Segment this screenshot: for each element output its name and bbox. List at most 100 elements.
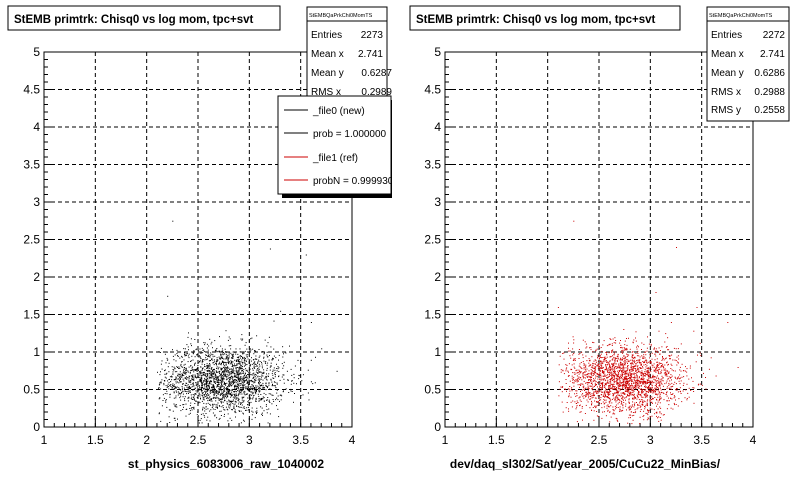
- data-point: [613, 371, 615, 372]
- data-point: [681, 401, 683, 403]
- data-point-outlier: [280, 310, 282, 312]
- data-point: [238, 368, 240, 370]
- data-point: [259, 365, 261, 367]
- data-point: [670, 397, 671, 399]
- data-point: [201, 422, 203, 424]
- data-point: [231, 393, 233, 395]
- data-point: [173, 386, 175, 388]
- data-point: [645, 393, 647, 395]
- data-point: [656, 377, 657, 379]
- data-point: [671, 354, 673, 356]
- scatter-points: [557, 220, 739, 425]
- data-point: [278, 354, 280, 356]
- data-point: [213, 390, 215, 392]
- data-point: [258, 349, 260, 350]
- data-point: [652, 382, 654, 384]
- data-point: [629, 370, 630, 372]
- data-point: [173, 369, 175, 371]
- data-point: [600, 387, 602, 389]
- data-point: [640, 405, 642, 407]
- data-point: [599, 368, 601, 370]
- data-point: [646, 350, 648, 352]
- data-point: [257, 393, 259, 395]
- data-point: [172, 355, 174, 357]
- data-point: [669, 355, 671, 357]
- data-point: [224, 368, 226, 370]
- data-point: [231, 384, 233, 386]
- data-point: [613, 397, 615, 399]
- data-point: [241, 370, 243, 371]
- data-point: [273, 320, 275, 322]
- data-point: [630, 367, 632, 369]
- data-point: [172, 369, 174, 370]
- data-point: [187, 400, 189, 402]
- data-point: [629, 374, 631, 376]
- data-point: [242, 366, 243, 368]
- data-point: [605, 415, 607, 417]
- data-point: [656, 412, 658, 414]
- data-point: [221, 402, 222, 404]
- data-point: [204, 364, 206, 366]
- data-point: [178, 387, 180, 389]
- stats-label-rms-x: RMS x: [711, 87, 741, 98]
- data-point: [238, 401, 240, 403]
- data-point: [221, 368, 223, 370]
- data-point: [223, 394, 225, 396]
- data-point: [247, 384, 249, 386]
- data-point: [187, 346, 189, 348]
- data-point: [635, 385, 637, 387]
- data-point: [232, 381, 234, 383]
- data-point: [242, 384, 243, 386]
- data-point: [648, 387, 650, 389]
- data-point: [624, 362, 626, 364]
- data-point: [172, 410, 174, 412]
- data-point: [297, 359, 299, 361]
- data-point: [268, 401, 270, 402]
- data-point: [637, 404, 639, 406]
- data-point: [678, 358, 680, 360]
- data-point: [589, 393, 591, 395]
- data-point: [652, 390, 654, 392]
- data-point: [608, 376, 609, 378]
- data-point: [190, 380, 192, 381]
- data-point: [592, 367, 594, 369]
- data-point: [592, 389, 594, 391]
- data-point: [666, 400, 668, 402]
- data-point: [633, 414, 635, 416]
- data-point: [208, 370, 210, 372]
- data-point: [624, 357, 626, 358]
- data-point: [225, 364, 227, 366]
- data-point: [178, 378, 180, 380]
- data-point: [617, 357, 619, 359]
- data-point: [224, 366, 226, 368]
- data-point: [662, 365, 664, 367]
- data-point: [665, 370, 667, 372]
- data-point: [232, 378, 234, 380]
- data-point: [233, 376, 235, 378]
- data-point: [231, 401, 233, 403]
- data-point: [204, 388, 206, 390]
- data-point: [265, 376, 267, 378]
- data-point: [659, 392, 661, 394]
- data-point: [211, 389, 213, 391]
- data-point: [632, 388, 634, 390]
- data-point: [671, 369, 673, 371]
- data-point: [671, 382, 673, 384]
- data-point: [214, 382, 216, 384]
- data-point: [213, 378, 214, 380]
- data-point: [173, 366, 175, 368]
- plot-title-box: StEMB primtrk: Chisq0 vs log mom, tpc+sv…: [7, 5, 281, 31]
- data-point: [232, 389, 233, 391]
- data-point: [621, 374, 623, 376]
- data-point: [603, 378, 605, 379]
- data-point: [184, 352, 185, 354]
- data-point: [187, 391, 189, 393]
- data-point: [177, 375, 179, 376]
- data-point: [660, 363, 662, 364]
- data-point: [251, 381, 253, 383]
- data-point: [579, 372, 581, 374]
- data-point: [237, 383, 239, 385]
- tick-labels: 1 1.5 2 2.5 3 3.5 400.511.522.533.544.55: [23, 45, 355, 447]
- data-point: [603, 360, 605, 362]
- data-point: [187, 370, 189, 372]
